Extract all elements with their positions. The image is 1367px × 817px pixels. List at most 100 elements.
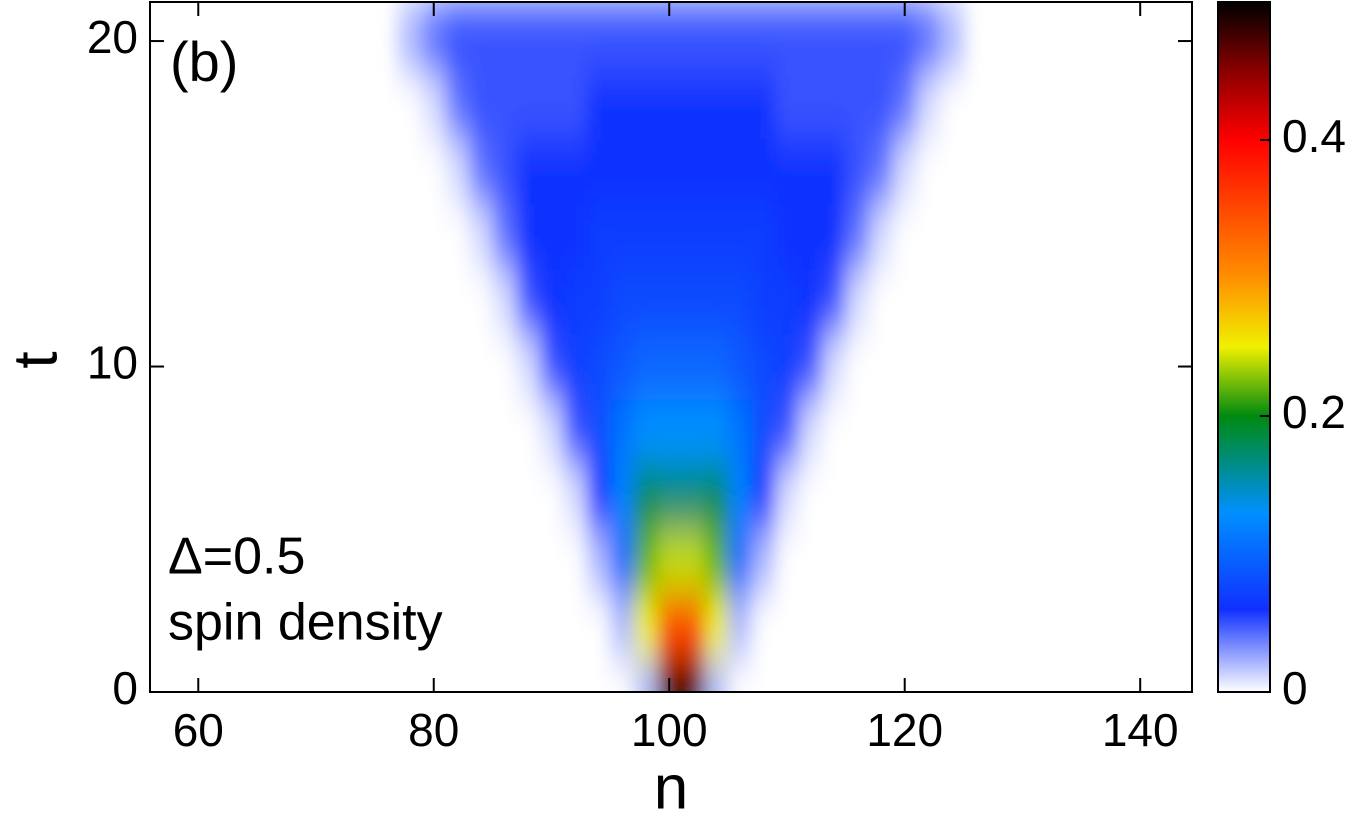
heat-cell <box>916 203 941 270</box>
heat-cell <box>751 594 776 660</box>
heat-cell <box>728 268 753 335</box>
heat-cell <box>516 2 541 75</box>
heat-cell <box>563 399 588 465</box>
x-tick-label: 140 <box>1102 704 1179 756</box>
heat-cell <box>398 399 423 465</box>
heat-cell <box>610 138 635 205</box>
heat-cell <box>704 333 729 400</box>
heat-cell <box>822 73 847 140</box>
colorbar <box>1218 2 1270 692</box>
heat-cell <box>845 529 870 595</box>
heat-cell <box>539 529 564 595</box>
heat-cell <box>704 2 729 75</box>
heat-cell <box>869 659 894 692</box>
heat-cell <box>704 594 729 660</box>
heatmap <box>398 2 965 692</box>
heat-cell <box>633 268 658 335</box>
heat-cell <box>822 594 847 660</box>
heat-cell <box>657 333 682 400</box>
heat-cell <box>728 659 753 692</box>
heat-cell <box>657 138 682 205</box>
heat-cell <box>822 333 847 400</box>
heat-cell <box>869 529 894 595</box>
heat-cell <box>728 594 753 660</box>
heat-cell <box>469 268 494 335</box>
heat-cell <box>916 529 941 595</box>
heat-cell <box>563 594 588 660</box>
heat-cell <box>421 73 447 140</box>
heat-cell <box>421 464 447 530</box>
heat-cell <box>681 529 706 595</box>
heat-cell <box>681 203 706 270</box>
heat-cell <box>421 268 447 335</box>
heat-cell <box>539 464 564 530</box>
heat-cell <box>892 203 917 270</box>
heat-cell <box>728 203 753 270</box>
heat-cell <box>586 594 611 660</box>
heat-cell <box>563 73 588 140</box>
heat-cell <box>751 464 776 530</box>
heat-cell <box>892 464 917 530</box>
heat-cell <box>869 399 894 465</box>
heat-cell <box>916 138 941 205</box>
heat-cell <box>940 594 965 660</box>
heat-cell <box>940 2 965 75</box>
heat-cell <box>751 73 776 140</box>
heat-cell <box>539 333 564 400</box>
heat-cell <box>516 594 541 660</box>
heat-cell <box>822 399 847 465</box>
heat-cell <box>398 138 423 205</box>
heat-cell <box>728 529 753 595</box>
heat-cell <box>469 2 494 75</box>
heat-cell <box>728 138 753 205</box>
heat-cell <box>775 594 800 660</box>
heat-cell <box>798 399 823 465</box>
heat-cell <box>916 594 941 660</box>
heat-cell <box>633 333 658 400</box>
heat-cell <box>751 529 776 595</box>
heat-cell <box>845 399 870 465</box>
panel-label: (b) <box>170 30 238 93</box>
heat-cell <box>610 2 635 75</box>
heatmap-area <box>398 2 965 692</box>
heat-cell <box>516 529 541 595</box>
heat-cell <box>586 2 611 75</box>
heat-cell <box>492 464 517 530</box>
heat-cell <box>445 399 470 465</box>
heat-cell <box>751 138 776 205</box>
heat-cell <box>681 399 706 465</box>
heat-cell <box>681 268 706 335</box>
heat-cell <box>845 203 870 270</box>
heat-cell <box>421 203 447 270</box>
heat-cell <box>539 138 564 205</box>
heat-cell <box>586 464 611 530</box>
heat-cell <box>492 399 517 465</box>
heat-cell <box>940 529 965 595</box>
heat-cell <box>610 529 635 595</box>
heat-cell <box>469 399 494 465</box>
heat-cell <box>751 399 776 465</box>
heat-cell <box>940 73 965 140</box>
heat-cell <box>657 464 682 530</box>
heat-cell <box>869 138 894 205</box>
y-axis-label: t <box>1 351 70 368</box>
heat-cell <box>469 203 494 270</box>
heat-cell <box>563 2 588 75</box>
heat-cell <box>469 333 494 400</box>
heat-cell <box>798 268 823 335</box>
heat-cell <box>633 203 658 270</box>
heat-cell <box>492 203 517 270</box>
heat-cell <box>610 333 635 400</box>
heat-cell <box>822 659 847 692</box>
heat-cell <box>798 2 823 75</box>
heat-cell <box>892 268 917 335</box>
heat-cell <box>445 333 470 400</box>
heat-cell <box>445 529 470 595</box>
heat-cell <box>421 399 447 465</box>
heat-cell <box>751 2 776 75</box>
heat-cell <box>775 2 800 75</box>
annotation: Δ=0.5 <box>168 528 305 586</box>
heat-cell <box>516 138 541 205</box>
heat-cell <box>775 529 800 595</box>
